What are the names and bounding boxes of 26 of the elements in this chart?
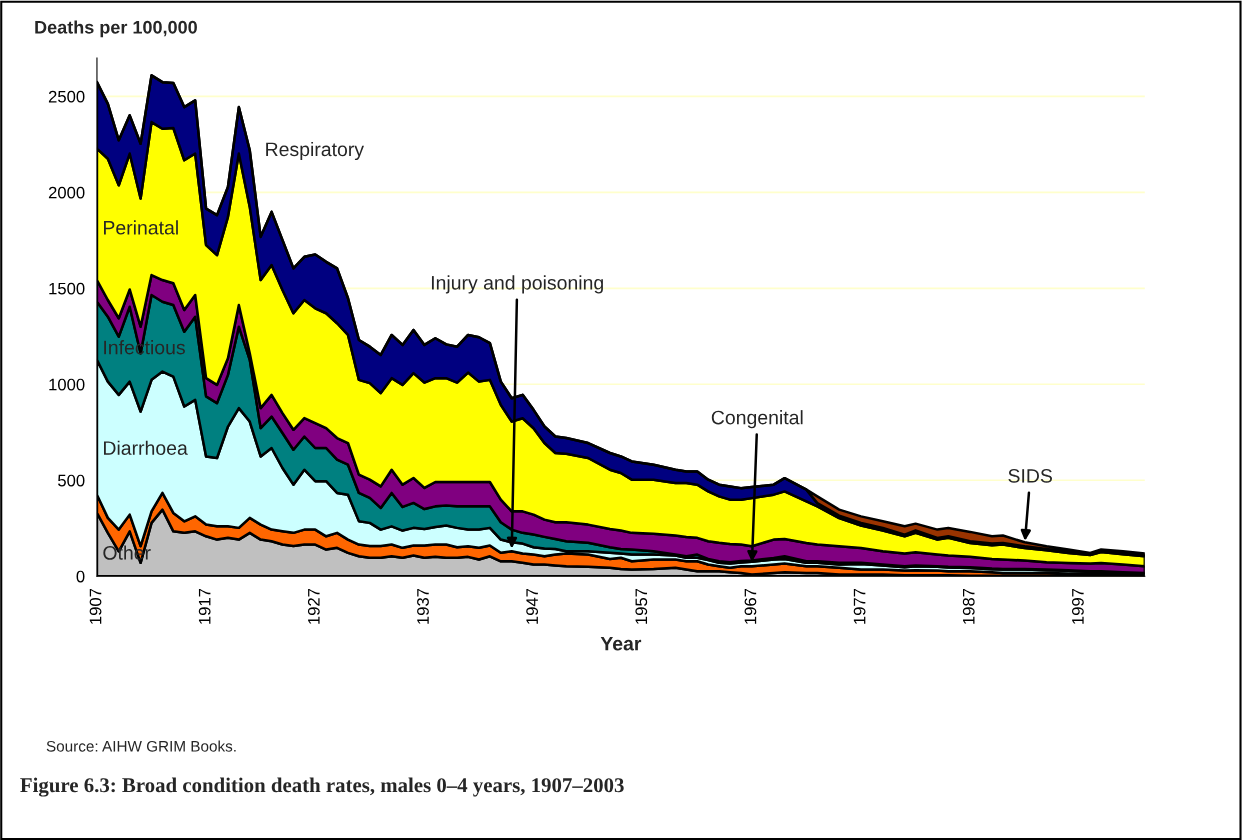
y-tick-label: 1500 — [49, 282, 85, 295]
source-note: Source: AIHW GRIM Books. — [46, 740, 236, 752]
text: Figure 6.3: Broad condition death rates, males 0–4 years, 1907–2003 — [20, 777, 624, 797]
y-tick-label: 0 — [76, 570, 85, 583]
y-tick-label: 2500 — [48, 90, 85, 103]
x-axis-title: Year — [600, 636, 642, 651]
x-tick-label: 1967 — [744, 588, 757, 624]
y-axis-title: Deaths per 100,000 — [35, 20, 197, 38]
annotation: Congenital — [711, 410, 803, 429]
y-tick-label: 1000 — [49, 378, 85, 391]
x-tick-label: 1917 — [198, 588, 211, 624]
series-label: Respiratory — [266, 141, 364, 161]
x-tick-label: 1987 — [962, 588, 975, 624]
x-tick-label: 1997 — [1071, 588, 1084, 624]
y-tick-label: 2000 — [48, 186, 85, 199]
x-tick-label: 1907 — [89, 588, 102, 624]
x-tick-label: 1977 — [853, 588, 866, 624]
x-tick-label: 1957 — [635, 588, 648, 624]
x-tick-label: 1927 — [307, 588, 320, 624]
annotation: SIDS — [1008, 468, 1052, 483]
x-tick-label: 1947 — [526, 588, 539, 624]
series-label: Diarrhoea — [104, 440, 188, 455]
x-tick-label: 1937 — [417, 588, 429, 624]
series-label: Perinatal — [104, 220, 178, 235]
y-tick-label: 500 — [58, 474, 85, 487]
annotation: Injury and poisoning — [431, 275, 603, 294]
